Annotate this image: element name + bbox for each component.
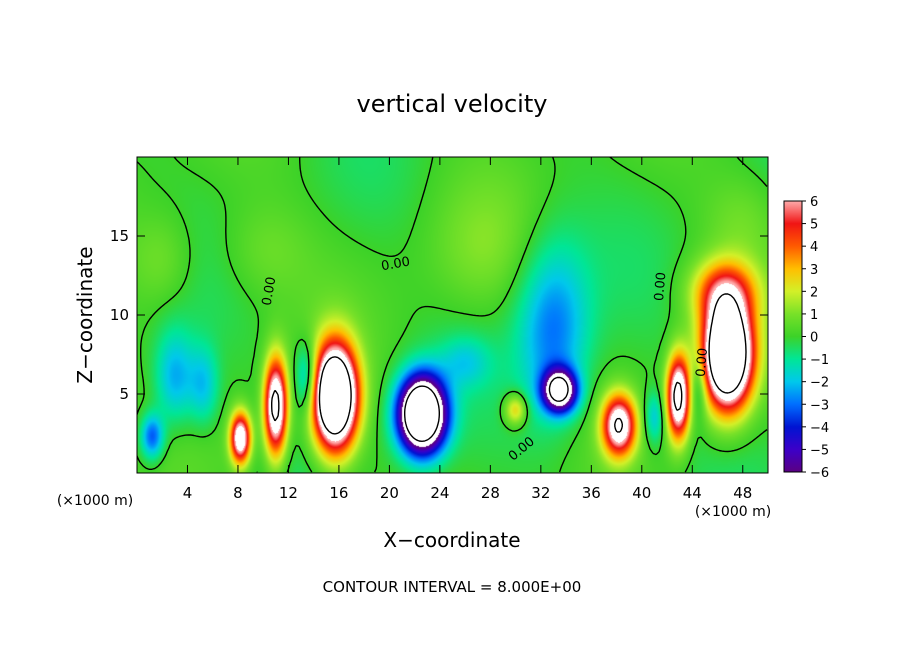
- contour-negative: [404, 376, 569, 442]
- x-tick-label: 16: [329, 484, 348, 502]
- x-tick-label: 36: [582, 484, 601, 502]
- x-tick-label: 12: [279, 484, 298, 502]
- velocity-heatmap: [137, 157, 768, 473]
- colorbar-tick-label: 5: [810, 218, 818, 233]
- x-axis-ticks: 4 8 12 16 20 24 28 32 36 40 44 48: [183, 157, 752, 502]
- contour-label-3: 0.00: [694, 347, 711, 377]
- contour-label-1: 0.00: [380, 255, 411, 275]
- x-tick-label: 28: [481, 484, 500, 502]
- colorbar-tick-label: −4: [810, 421, 829, 436]
- colorbar-tick-label: 3: [810, 263, 818, 278]
- colorbar-tick-label: −6: [810, 466, 829, 481]
- colorbar: 6 5 4 3 2 1 0 −1 −2 −3 −4 −5 −6: [783, 195, 829, 481]
- plot-area: 0.000.000.000.000.00: [136, 156, 769, 474]
- x-tick-label: 20: [380, 484, 399, 502]
- x-unit-label-left: (×1000 m): [57, 493, 133, 509]
- contour-label-2: 0.00: [652, 271, 669, 301]
- colorbar-tick-label: 1: [810, 308, 818, 323]
- x-tick-label: 8: [233, 484, 243, 502]
- x-unit-label-right: (×1000 m): [695, 504, 771, 520]
- contour-label-0: 0.00: [260, 276, 280, 307]
- colorbar-tick-label: 0: [810, 331, 818, 346]
- x-tick-label: 32: [531, 484, 550, 502]
- colorbar-ticks: 6 5 4 3 2 1 0 −1 −2 −3 −4 −5 −6: [802, 195, 829, 481]
- y-tick-label: 5: [119, 385, 129, 403]
- contour-lines: [137, 157, 768, 473]
- colorbar-tick-label: 2: [810, 285, 818, 300]
- y-tick-label: 15: [110, 227, 129, 245]
- contour-positive: [271, 293, 747, 435]
- x-tick-label: 24: [430, 484, 449, 502]
- colorbar-tick-label: −1: [810, 353, 829, 368]
- colorbar-tick-label: 4: [810, 240, 818, 255]
- colorbar-tick-label: −5: [810, 443, 829, 458]
- chart-title: vertical velocity: [357, 90, 548, 118]
- colorbar-tick-label: −3: [810, 398, 829, 413]
- x-axis-label: X−coordinate: [383, 528, 520, 552]
- x-tick-label: 44: [683, 484, 702, 502]
- contour-interval-footer: CONTOUR INTERVAL = 8.000E+00: [323, 578, 582, 596]
- colorbar-tick-label: 6: [810, 195, 818, 210]
- x-tick-label: 48: [733, 484, 752, 502]
- y-axis-label: Z−coordinate: [73, 246, 97, 383]
- x-tick-label: 40: [632, 484, 651, 502]
- y-tick-label: 10: [110, 306, 129, 324]
- x-tick-label: 4: [183, 484, 193, 502]
- contour-zero: [137, 157, 768, 473]
- colorbar-gradient: [783, 200, 803, 473]
- y-axis-ticks: 5 10 15: [110, 227, 768, 403]
- colorbar-tick-label: −2: [810, 376, 829, 391]
